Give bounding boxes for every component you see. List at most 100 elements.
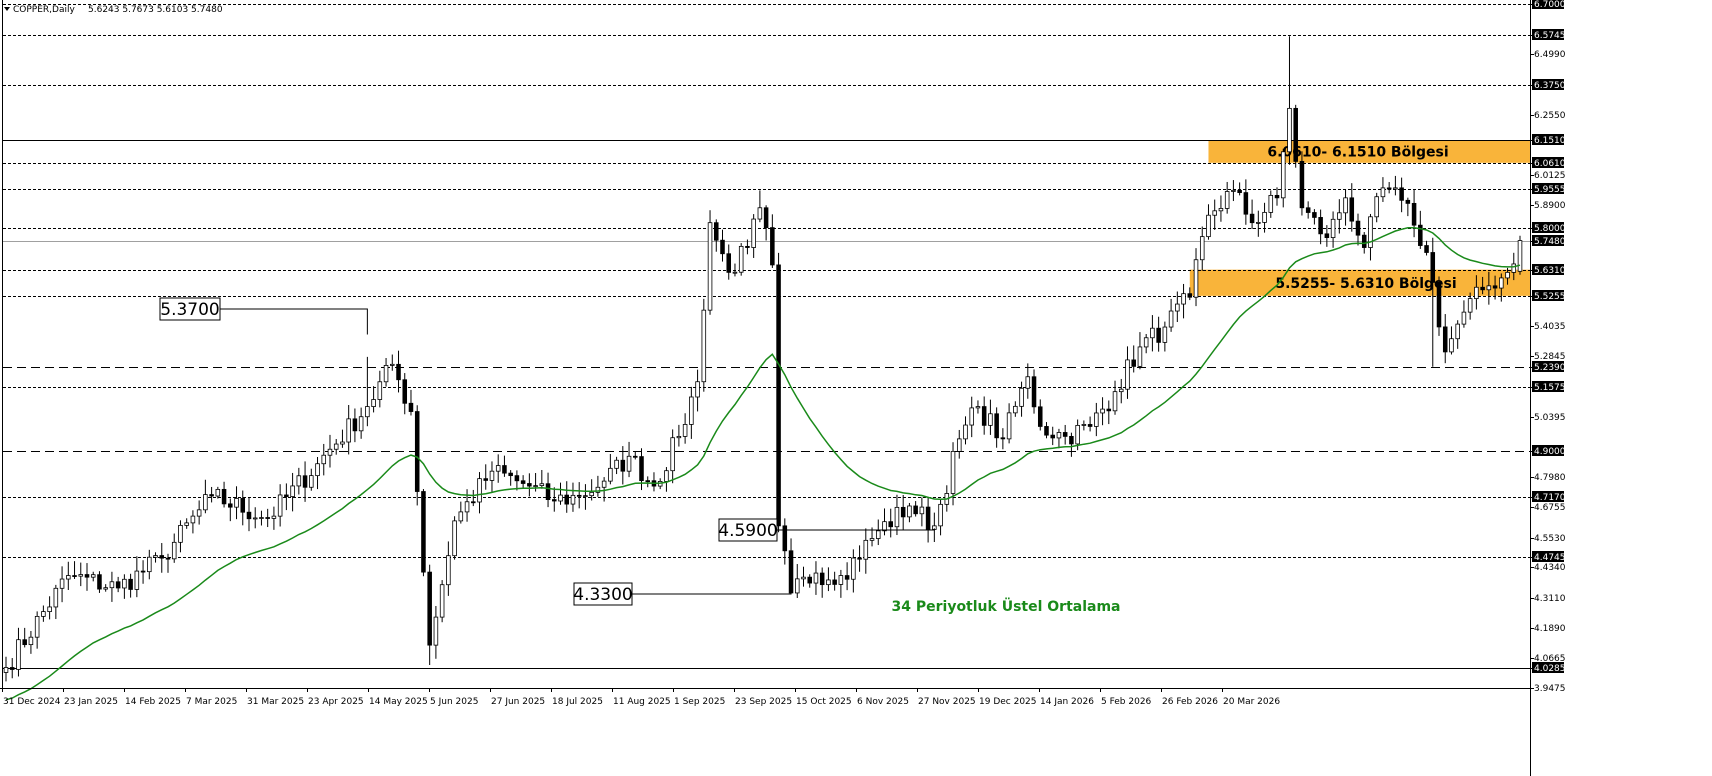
candle-body [1237, 189, 1242, 193]
collapse-triangle-icon[interactable] [4, 7, 10, 11]
levels-layer [3, 4, 1530, 669]
candle-body [695, 381, 700, 398]
candle-body [1355, 220, 1361, 236]
y-tick-highlight [1532, 662, 1564, 673]
candle-body [1218, 208, 1224, 212]
candle-body [888, 521, 893, 528]
candle-body [608, 467, 613, 482]
candle-body [284, 494, 289, 498]
candle-body [396, 363, 401, 381]
candle-body [738, 245, 744, 273]
price-label-leader [220, 308, 368, 335]
candle-body [483, 478, 489, 481]
candle-body [1256, 222, 1261, 224]
candle-body [601, 480, 607, 488]
candle-body [1499, 277, 1504, 289]
candle-body [115, 581, 121, 589]
candle-body [1474, 286, 1479, 300]
candle-body [869, 538, 875, 541]
candle-body [826, 579, 831, 586]
candle-body [1268, 194, 1274, 213]
candle-body [676, 435, 682, 439]
candle-body [614, 459, 619, 469]
zone-rect [1189, 269, 1530, 296]
x-tick-label: 23 Sep 2025 [735, 697, 792, 707]
y-tick-label: 5.0395 [1534, 413, 1566, 423]
candle-body [234, 498, 239, 508]
zone-label: 5.5255- 5.6310 Bölgesi [1275, 276, 1456, 292]
candle-body [471, 501, 476, 504]
candle-body [365, 406, 370, 418]
y-tick-highlight [1532, 222, 1564, 233]
candle-body [78, 574, 84, 577]
candle-body [1517, 240, 1523, 272]
candle-body [259, 517, 264, 519]
candle-body [620, 459, 626, 472]
candle-body [726, 253, 732, 273]
candle-body [570, 494, 576, 505]
candle-body [1131, 359, 1136, 367]
y-tick-label: 4.3110 [1534, 594, 1566, 604]
candle-body [813, 572, 819, 584]
candle-body [1505, 271, 1510, 279]
candle-body [1467, 298, 1473, 313]
x-tick-label: 5 Feb 2026 [1101, 697, 1152, 707]
y-tick-label: 4.4340 [1534, 563, 1566, 573]
y-tick-label: 6.3750 [1534, 81, 1566, 91]
x-tick-label: 31 Dec 2024 [3, 697, 61, 707]
candle-body [664, 470, 669, 482]
candle-body [84, 574, 90, 578]
candle-body [1056, 432, 1062, 439]
y-tick-label: 6.7000 [1534, 0, 1566, 10]
chart-symbol: COPPER,Daily [13, 5, 75, 15]
candle-body [520, 480, 526, 484]
candle-body [321, 454, 327, 465]
candle-body [1081, 424, 1087, 426]
candle-body [832, 579, 837, 585]
x-tick-label: 14 Jan 2026 [1040, 697, 1094, 707]
y-tick-label: 4.1890 [1534, 624, 1566, 634]
candle-body [1006, 412, 1012, 440]
candle-body [1150, 327, 1155, 339]
candle-body [875, 530, 881, 539]
candle-body [994, 413, 999, 439]
x-tick-label: 6 Nov 2025 [857, 697, 909, 707]
candle-body [508, 472, 513, 477]
candle-body [863, 539, 869, 560]
candle-body [527, 483, 532, 487]
candle-body [1137, 346, 1143, 367]
y-tick-label: 5.8000 [1534, 224, 1566, 234]
candle-body [421, 491, 426, 573]
candle-body [352, 418, 358, 432]
candle-body [66, 575, 71, 580]
candle-body [1461, 311, 1467, 325]
candle-body [533, 485, 538, 487]
candle-body [221, 488, 227, 505]
x-tick-label: 1 Sep 2025 [674, 697, 725, 707]
price-label-box [718, 518, 778, 542]
candle-body [564, 494, 570, 505]
candle-body [358, 416, 364, 432]
y-tick-label: 4.0285 [1534, 664, 1566, 674]
candle-body [913, 505, 918, 515]
candle-body [1330, 218, 1336, 238]
candle-body [1280, 151, 1286, 199]
candle-body [1000, 437, 1006, 440]
ema-label: 34 Periyotluk Üstel Ortalama [892, 597, 1121, 615]
candle-body [1411, 202, 1417, 226]
y-tick-highlight [1532, 290, 1564, 301]
candle-body [1486, 285, 1492, 291]
candle-body [296, 475, 302, 487]
candle-body [1299, 160, 1305, 209]
candle-body [159, 555, 165, 559]
candle-body [1206, 214, 1211, 238]
candle-body [1424, 245, 1429, 253]
candle-body [801, 576, 806, 580]
candle-body [246, 511, 252, 520]
candle-body [1318, 217, 1323, 235]
candle-body [1087, 424, 1093, 427]
y-tick-label: 5.8900 [1534, 201, 1566, 211]
candle-body [90, 574, 96, 578]
y-tick-label: 5.6310 [1534, 266, 1566, 276]
candle-body [963, 424, 968, 440]
